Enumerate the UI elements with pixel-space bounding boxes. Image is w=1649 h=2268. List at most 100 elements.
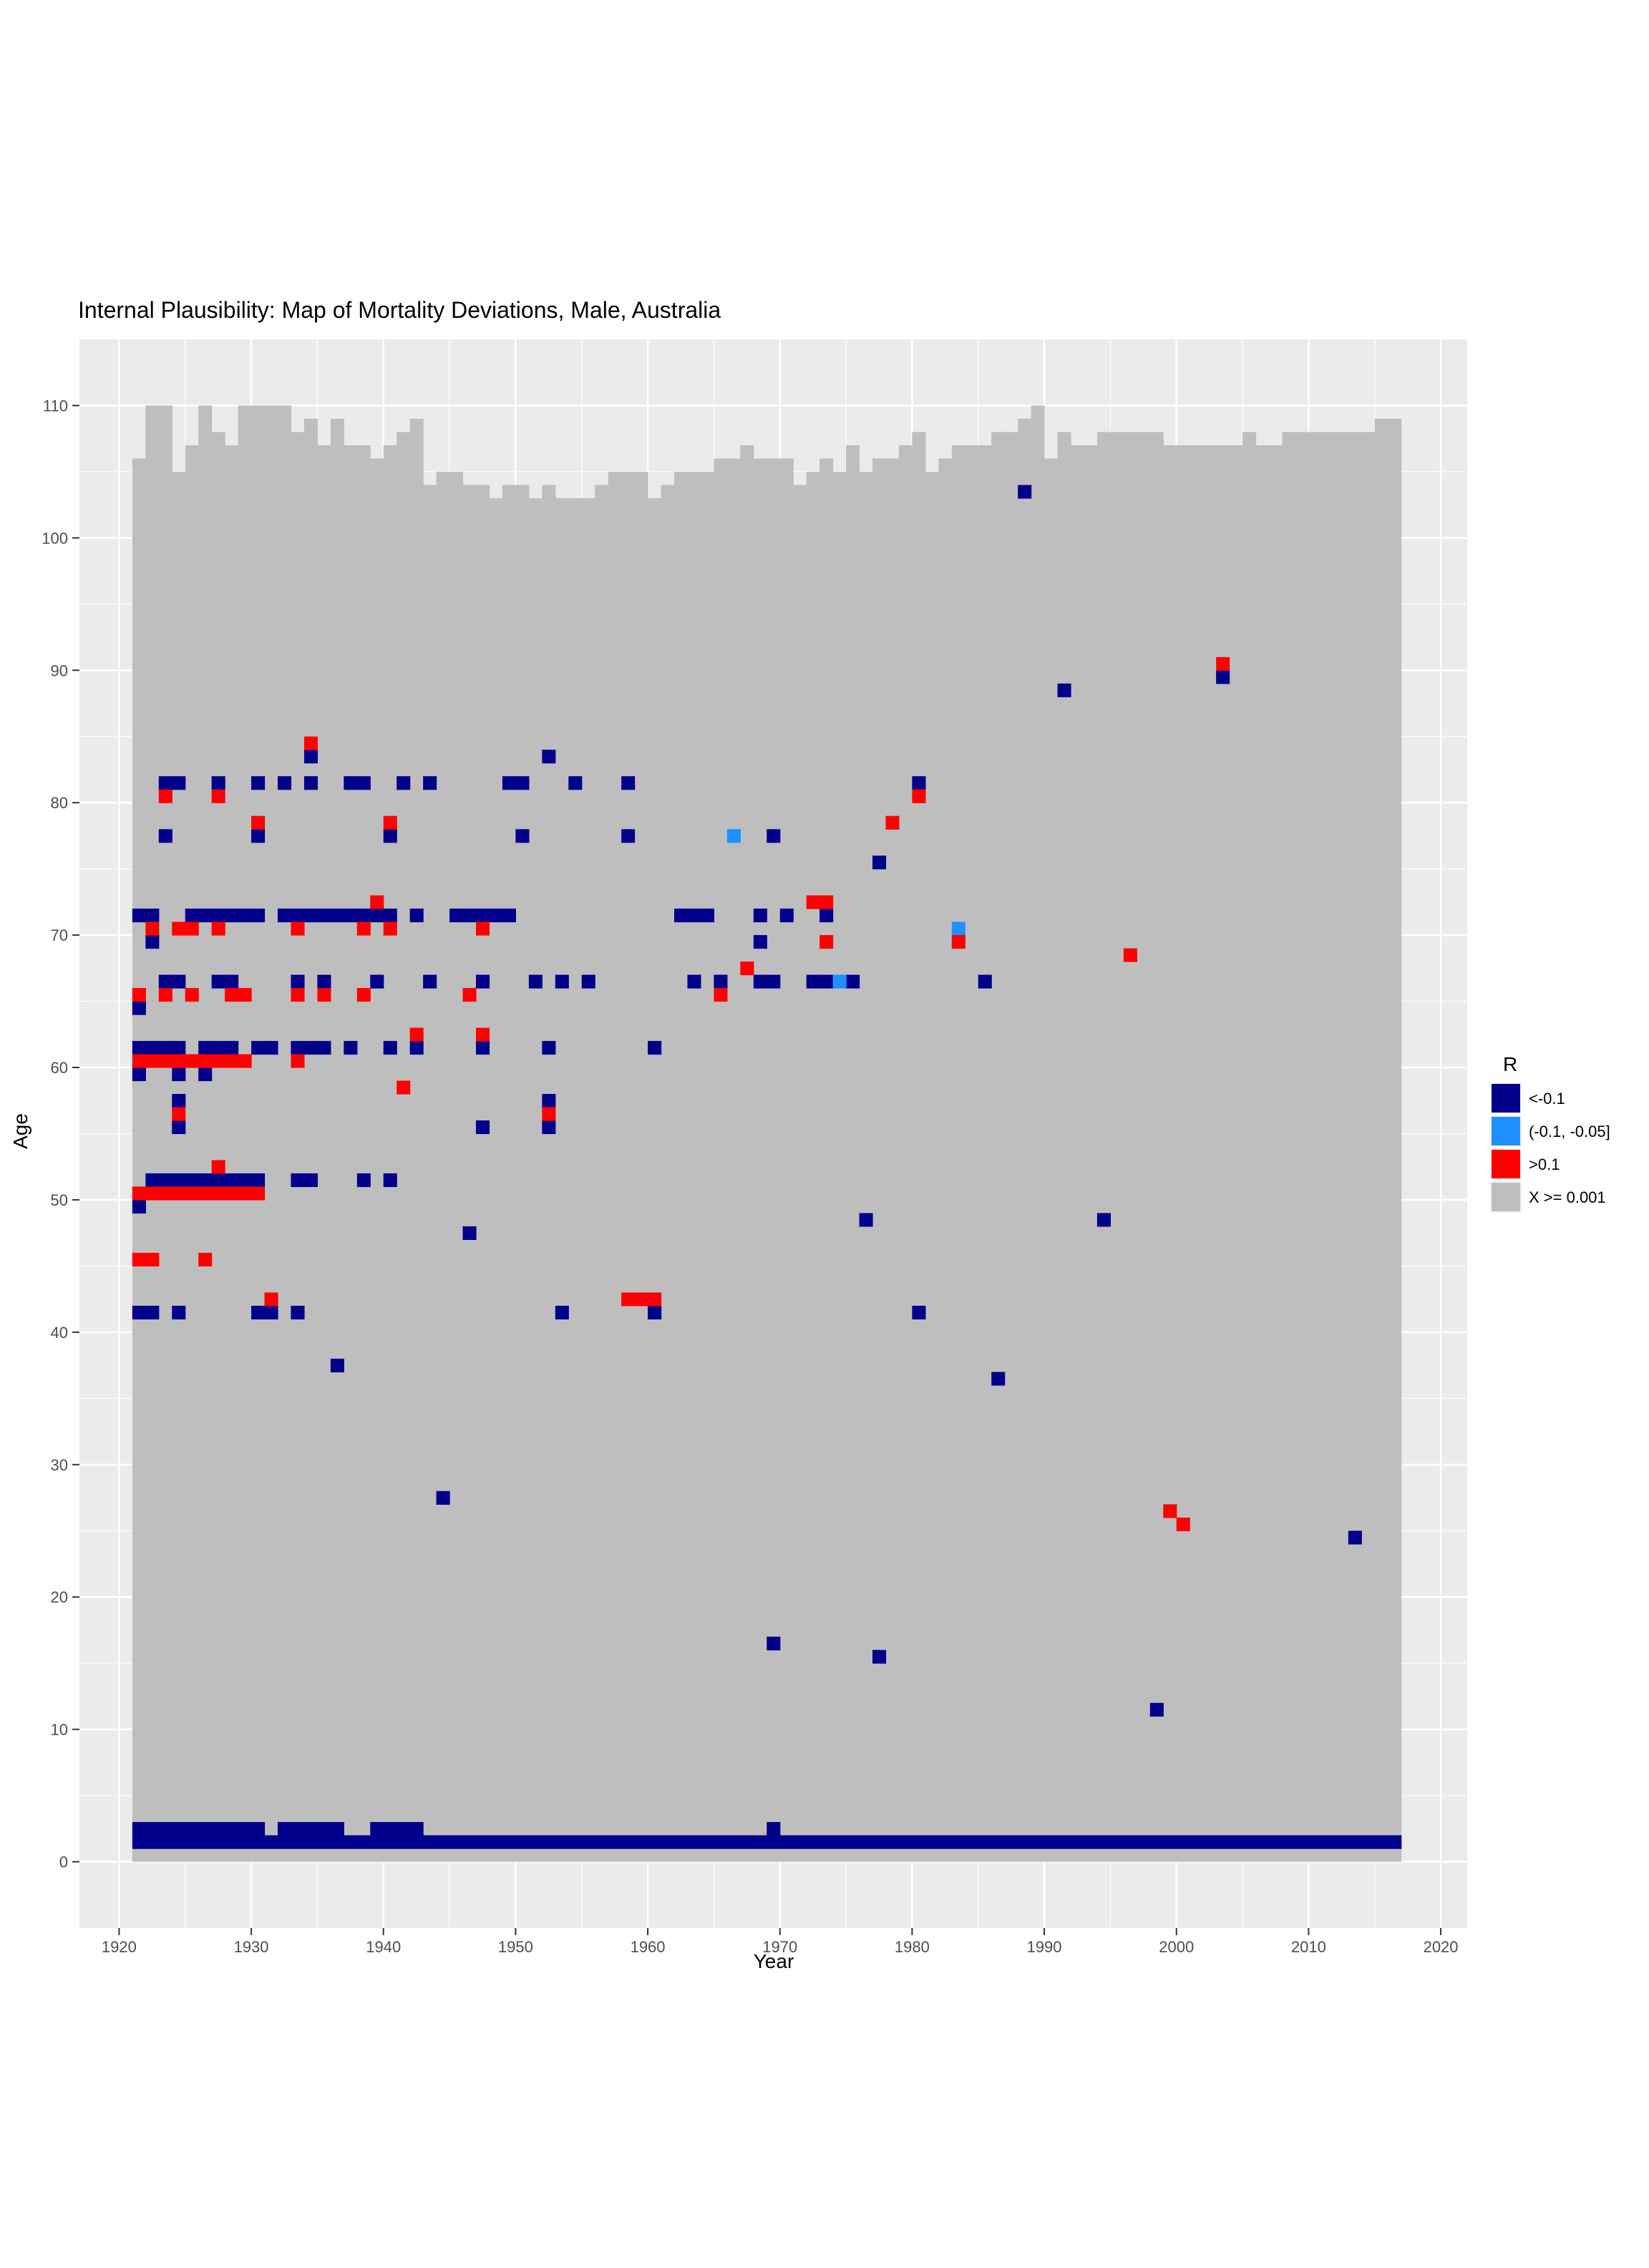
cell-background-column	[714, 458, 728, 1862]
cell-gt-0-1	[158, 1054, 172, 1068]
cell-lt-neg-0-1	[476, 1120, 490, 1135]
cell-lt-neg-0-1	[278, 908, 292, 923]
cell-gt-0-1	[634, 1292, 648, 1307]
cell-lt-neg-0-1	[172, 1822, 186, 1836]
cell-lt-neg-0-1	[674, 908, 689, 923]
cell-lt-neg-0-1	[383, 829, 397, 843]
cell-background-column	[1361, 432, 1376, 1862]
cell-lt-neg-0-1	[145, 908, 160, 923]
cell-lt-neg-0-1	[291, 1835, 305, 1849]
y-tick-label: 80	[51, 794, 68, 812]
cell-lt-neg-0-1	[1096, 1835, 1111, 1849]
cell-lt-neg-0-1	[1018, 1835, 1032, 1849]
cell-lt-neg-0-1	[291, 1822, 305, 1836]
cell-background-column	[1374, 418, 1388, 1862]
cell-lt-neg-0-1	[1295, 1835, 1309, 1849]
cell-lt-neg-0-1	[145, 935, 160, 949]
cell-lt-neg-0-1	[211, 1835, 225, 1849]
cell-background-column	[145, 405, 160, 1862]
x-tick-label: 1970	[762, 1938, 797, 1956]
cell-lt-neg-0-1	[303, 776, 318, 790]
cell-lt-neg-0-1	[145, 1835, 160, 1849]
cell-lt-neg-0-1	[356, 776, 371, 790]
cell-lt-neg-0-1	[211, 776, 225, 790]
cell-background-column	[1295, 432, 1309, 1862]
cell-lt-neg-0-1	[172, 974, 186, 989]
cell-lt-neg-0-1	[251, 829, 266, 843]
cell-lt-neg-0-1	[661, 1835, 675, 1849]
x-tick-label: 1950	[498, 1938, 533, 1956]
cell-lt-neg-0-1	[225, 1822, 239, 1836]
chart-title: Internal Plausibility: Map of Mortality …	[78, 297, 721, 323]
cell-background-column	[846, 445, 860, 1862]
cell-lt-neg-0-1	[344, 908, 358, 923]
cell-lt-neg-0-1	[409, 1835, 424, 1849]
cell-neg-0-1-to-neg-0-05	[951, 921, 965, 936]
cell-lt-neg-0-1	[502, 1835, 516, 1849]
cell-gt-0-1	[251, 815, 266, 830]
cell-lt-neg-0-1	[621, 776, 636, 790]
cell-background-column	[185, 445, 199, 1862]
cell-lt-neg-0-1	[251, 908, 266, 923]
cell-lt-neg-0-1	[991, 1372, 1006, 1386]
cell-lt-neg-0-1	[714, 1835, 728, 1849]
cell-lt-neg-0-1	[1282, 1835, 1296, 1849]
cell-lt-neg-0-1	[568, 776, 583, 790]
cell-lt-neg-0-1	[648, 1305, 662, 1319]
cell-gt-0-1	[132, 1252, 146, 1267]
cell-lt-neg-0-1	[687, 1835, 701, 1849]
cell-lt-neg-0-1	[872, 856, 887, 870]
cell-lt-neg-0-1	[1149, 1702, 1164, 1717]
cell-lt-neg-0-1	[449, 908, 464, 923]
cell-lt-neg-0-1	[753, 1835, 767, 1849]
cell-background-column	[951, 445, 965, 1862]
cell-background-column	[885, 458, 900, 1862]
cell-lt-neg-0-1	[542, 1120, 556, 1135]
cell-background-column	[225, 445, 239, 1862]
cell-background-column	[1031, 405, 1045, 1862]
cell-lt-neg-0-1	[779, 1835, 794, 1849]
cell-lt-neg-0-1	[132, 1822, 146, 1836]
cell-lt-neg-0-1	[1348, 1835, 1362, 1849]
cell-lt-neg-0-1	[185, 1822, 199, 1836]
cell-background-column	[621, 471, 636, 1862]
cell-gt-0-1	[621, 1292, 636, 1307]
cell-lt-neg-0-1	[1163, 1835, 1177, 1849]
cell-lt-neg-0-1	[687, 908, 701, 923]
cell-gt-0-1	[409, 1027, 424, 1042]
cell-background-column	[595, 485, 609, 1862]
cell-lt-neg-0-1	[767, 1637, 781, 1651]
legend: R <-0.1 (-0.1, -0.05] >0.1 X >= 0.001	[1490, 1053, 1610, 1213]
cell-background-column	[423, 485, 437, 1862]
cell-background-column	[515, 485, 530, 1862]
cell-lt-neg-0-1	[264, 1835, 278, 1849]
cell-lt-neg-0-1	[1255, 1835, 1270, 1849]
cell-lt-neg-0-1	[225, 908, 239, 923]
cell-background-column	[1149, 432, 1164, 1862]
cell-lt-neg-0-1	[158, 1041, 172, 1055]
cell-background-column	[568, 498, 583, 1862]
cell-lt-neg-0-1	[211, 1041, 225, 1055]
legend-swatch	[1492, 1150, 1520, 1178]
cell-lt-neg-0-1	[859, 1835, 873, 1849]
cell-lt-neg-0-1	[515, 776, 530, 790]
cell-lt-neg-0-1	[1004, 1835, 1018, 1849]
cell-background-column	[978, 445, 992, 1862]
cell-background-column	[436, 471, 450, 1862]
y-tick-label: 10	[51, 1721, 68, 1739]
cell-lt-neg-0-1	[251, 1835, 266, 1849]
cell-gt-0-1	[211, 1160, 225, 1174]
cell-lt-neg-0-1	[555, 1835, 569, 1849]
cell-background-column	[238, 405, 252, 1862]
cell-lt-neg-0-1	[278, 1822, 292, 1836]
cell-gt-0-1	[303, 736, 318, 750]
cell-gt-0-1	[648, 1292, 662, 1307]
cell-gt-0-1	[132, 1054, 146, 1068]
cell-gt-0-1	[383, 921, 397, 936]
cell-background-column	[1044, 458, 1059, 1862]
cell-lt-neg-0-1	[264, 1305, 278, 1319]
cell-gt-0-1	[211, 921, 225, 936]
cell-lt-neg-0-1	[225, 1835, 239, 1849]
y-tick-label: 100	[42, 529, 68, 547]
